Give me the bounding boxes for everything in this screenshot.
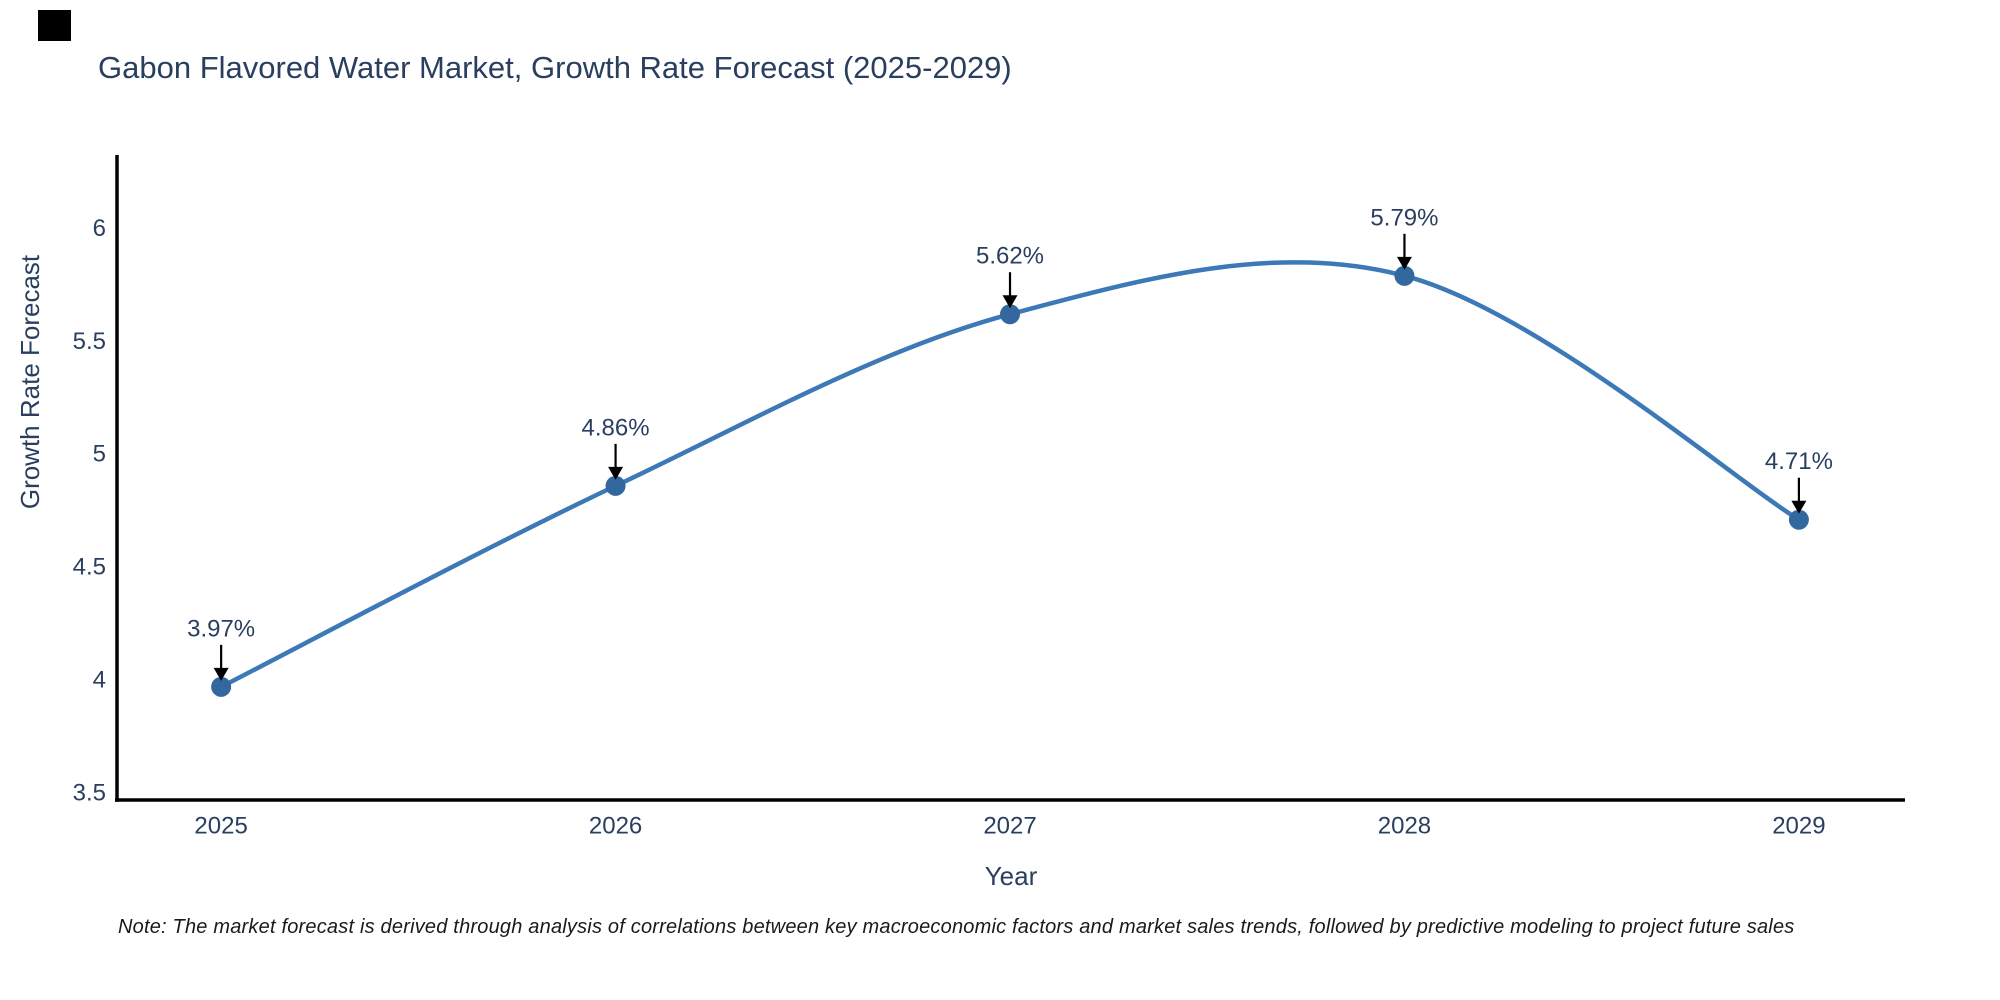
forecast-line	[218, 260, 1802, 690]
x-tick-label: 2025	[194, 813, 247, 840]
annotation-arrowhead-icon	[1791, 500, 1807, 514]
data-point-label: 5.62%	[976, 243, 1044, 270]
data-point-marker	[1394, 265, 1415, 286]
chart-title: Gabon Flavored Water Market, Growth Rate…	[98, 50, 1012, 85]
data-point-marker	[1000, 304, 1021, 325]
footnote: Note: The market forecast is derived thr…	[118, 916, 1795, 938]
annotation-arrowhead-icon	[608, 466, 624, 480]
data-point-label: 4.86%	[582, 414, 650, 441]
y-tick-label: 5	[93, 441, 106, 468]
x-tick-label: 2026	[589, 813, 642, 840]
annotation-arrowhead-icon	[1396, 256, 1412, 270]
data-point-label: 3.97%	[187, 615, 255, 642]
x-tick-label: 2028	[1378, 813, 1431, 840]
data-point-marker	[1788, 509, 1809, 530]
data-point-label: 4.71%	[1765, 448, 1833, 475]
y-tick-label: 3.5	[73, 779, 106, 806]
data-point-marker	[211, 676, 232, 697]
y-tick-label: 4	[93, 667, 106, 694]
data-point-label: 5.79%	[1370, 204, 1438, 231]
x-axis-title: Year	[985, 861, 1038, 891]
y-tick-label: 4.5	[73, 554, 106, 581]
y-tick-label: 5.5	[73, 328, 106, 355]
x-tick-label: 2027	[983, 813, 1036, 840]
x-tick-label: 2029	[1772, 813, 1825, 840]
annotation-arrowhead-icon	[1002, 295, 1018, 309]
y-axis-title: Growth Rate Forecast	[15, 254, 45, 509]
black-square-artifact	[38, 10, 71, 41]
y-tick-label: 6	[93, 215, 106, 242]
annotation-arrowhead-icon	[213, 667, 229, 681]
data-point-marker	[605, 475, 626, 496]
